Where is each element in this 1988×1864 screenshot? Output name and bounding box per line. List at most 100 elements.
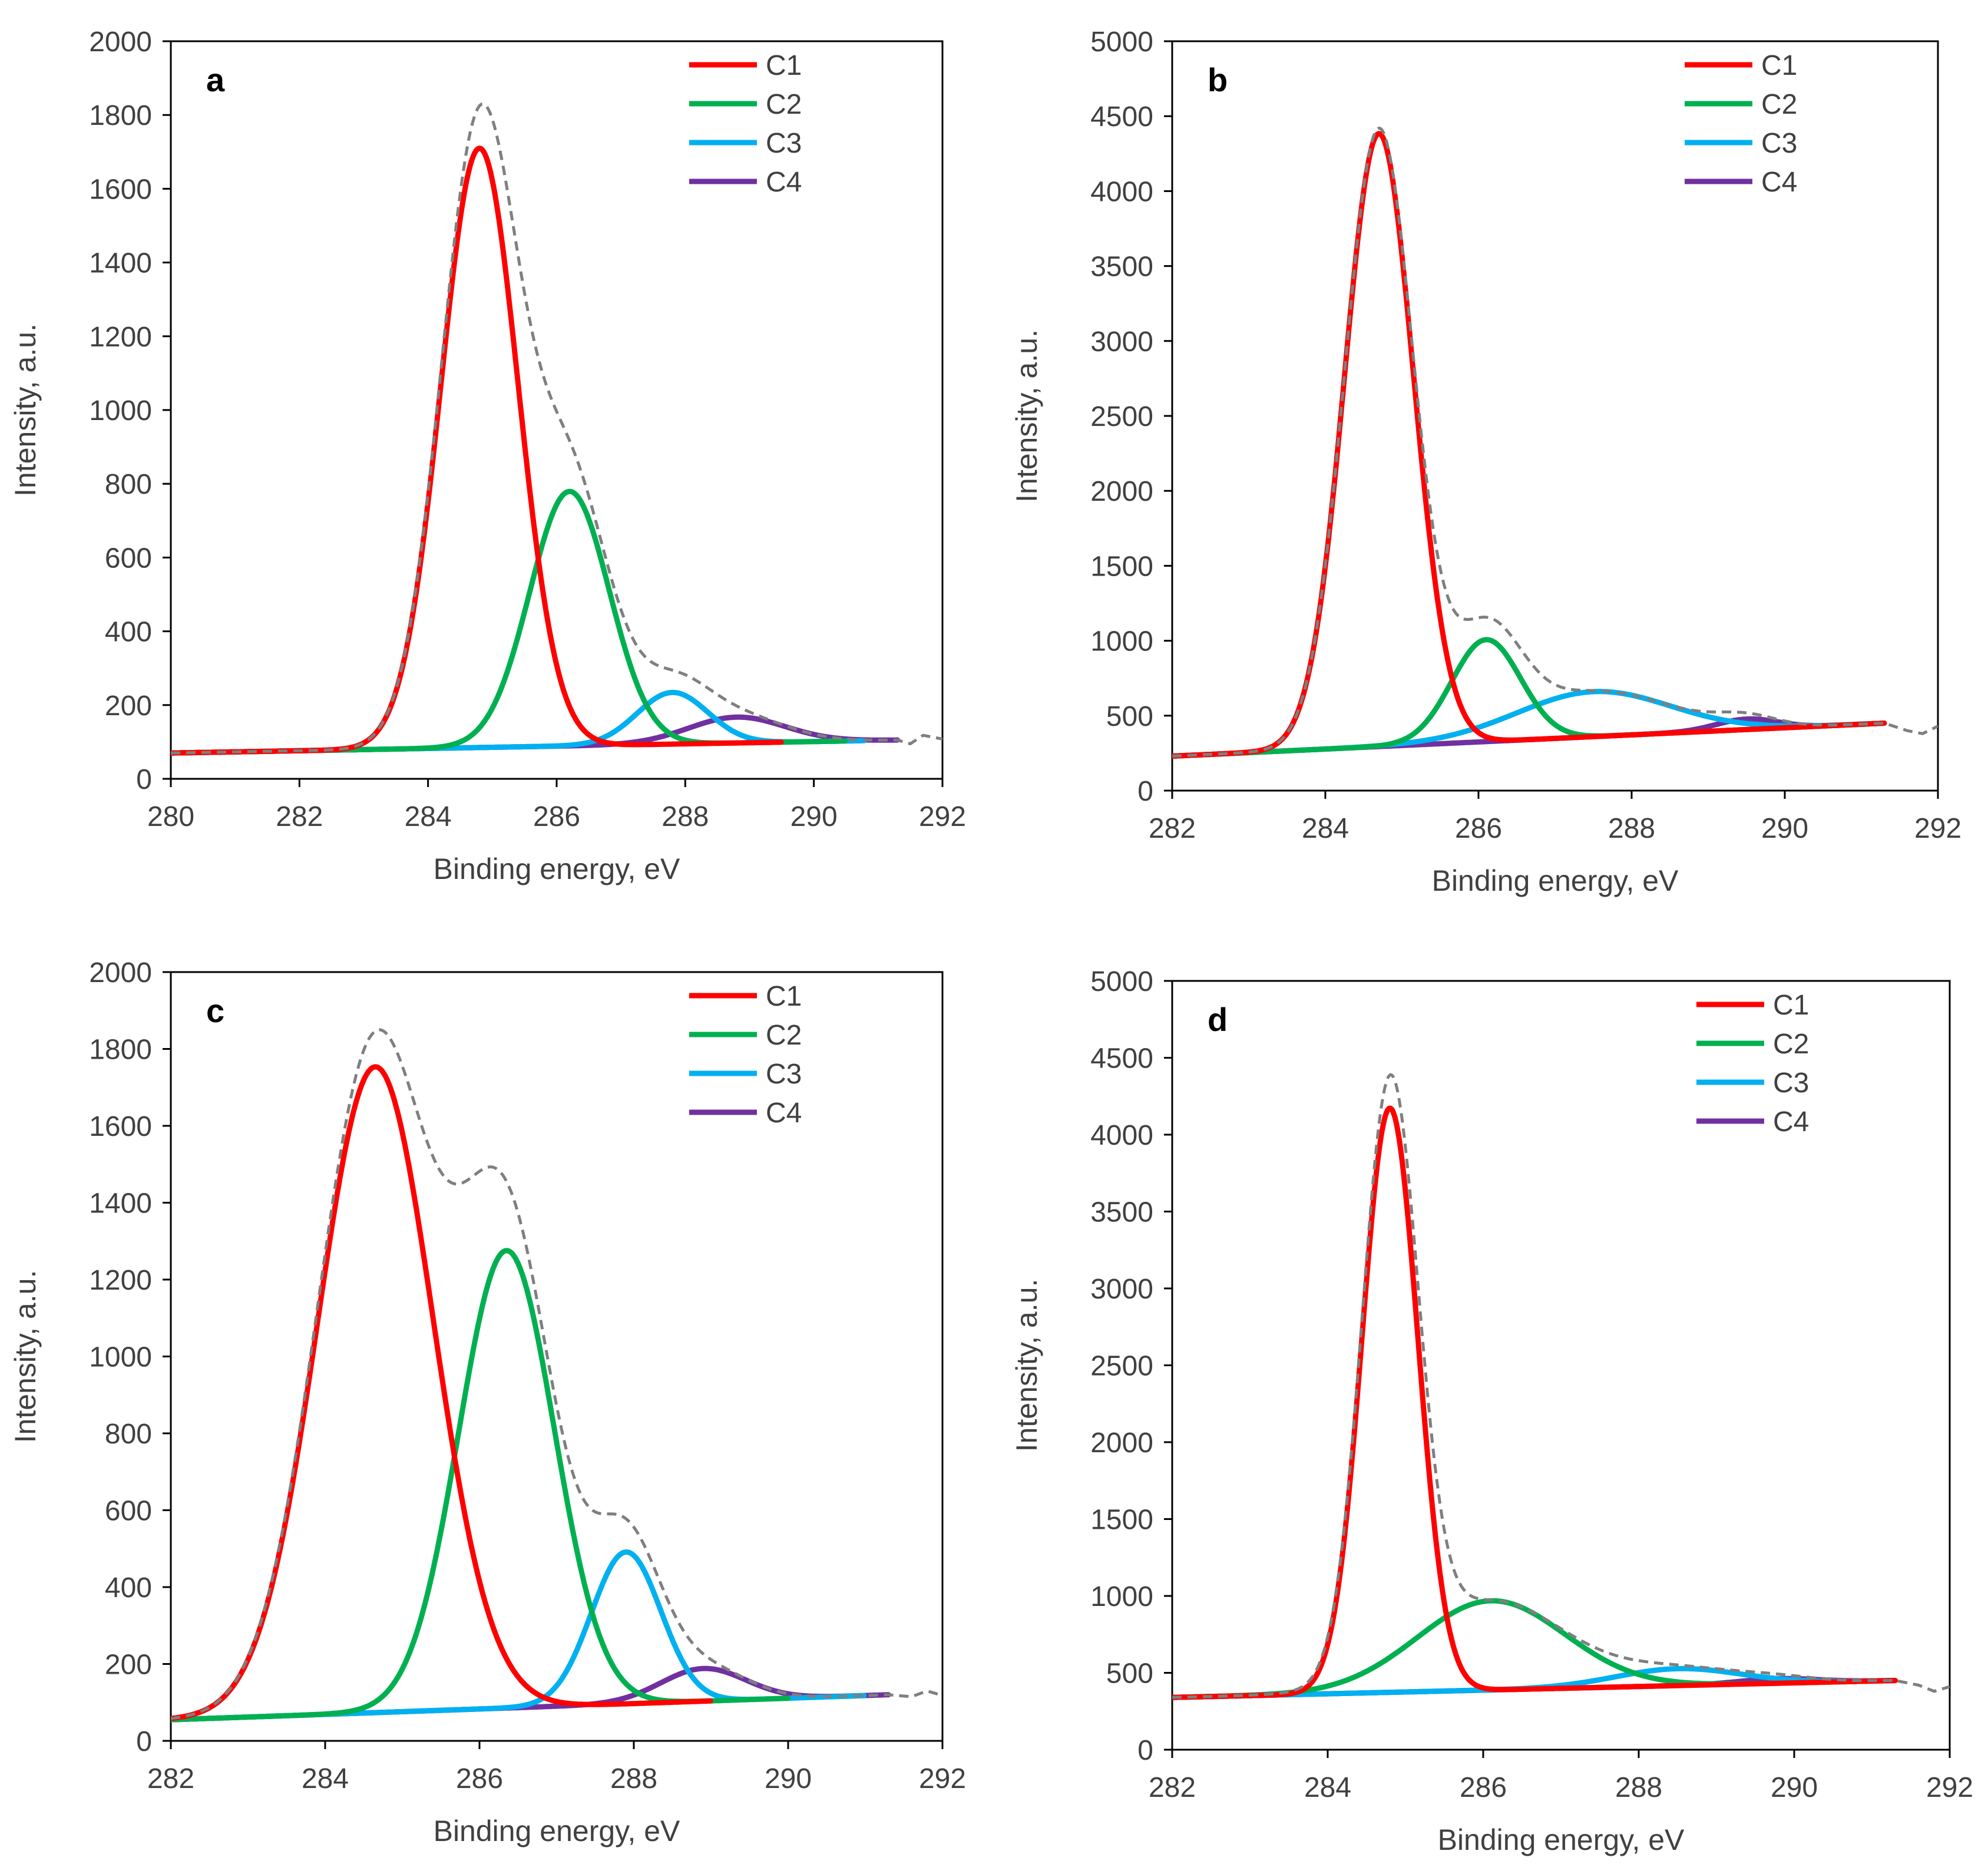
legend-label-C2: C2 xyxy=(766,89,802,120)
legend-label-C4: C4 xyxy=(766,1098,802,1129)
y-tick-label: 1600 xyxy=(89,1111,152,1142)
x-tick-label: 284 xyxy=(1304,1772,1351,1803)
y-tick-label: 600 xyxy=(105,543,152,574)
y-tick-label: 1800 xyxy=(89,1035,152,1066)
series-envelope xyxy=(1172,1073,1950,1699)
x-tick-label: 290 xyxy=(765,1763,812,1794)
y-tick-label: 3000 xyxy=(1090,326,1153,358)
y-tick-label: 0 xyxy=(1137,776,1153,807)
y-tick-label: 1000 xyxy=(89,1342,152,1373)
legend-label-C3: C3 xyxy=(1773,1067,1809,1099)
series-C2 xyxy=(171,1248,791,1723)
series-C1 xyxy=(171,146,784,756)
x-tick-label: 292 xyxy=(1914,813,1961,844)
x-tick-label: 284 xyxy=(302,1763,349,1794)
x-tick-label: 282 xyxy=(1149,1772,1196,1803)
y-tick-label: 1500 xyxy=(1090,551,1153,582)
legend-label-C2: C2 xyxy=(1761,89,1797,120)
x-axis-title: Binding energy, eV xyxy=(434,852,680,885)
y-tick-label: 0 xyxy=(1137,1735,1153,1766)
y-tick-label: 1000 xyxy=(1090,626,1153,657)
y-tick-label: 3500 xyxy=(1090,252,1153,283)
legend-label-C3: C3 xyxy=(766,1059,802,1090)
series-envelope xyxy=(171,1028,942,1720)
panel-letter: b xyxy=(1208,61,1228,98)
legend-label-C1: C1 xyxy=(1761,50,1797,81)
x-tick-label: 286 xyxy=(456,1763,503,1794)
x-tick-label: 288 xyxy=(1615,1772,1662,1803)
series-C2 xyxy=(171,488,848,756)
y-tick-label: 4500 xyxy=(1090,1043,1153,1075)
y-tick-label: 3000 xyxy=(1090,1274,1153,1305)
legend-label-C3: C3 xyxy=(766,128,802,159)
x-axis-title: Binding energy, eV xyxy=(1438,1823,1685,1856)
x-axis-title: Binding energy, eV xyxy=(1432,864,1679,897)
x-tick-label: 288 xyxy=(661,801,709,832)
series-C4 xyxy=(171,1665,891,1723)
y-tick-label: 400 xyxy=(105,617,152,648)
legend-label-C4: C4 xyxy=(1761,167,1797,198)
y-tick-label: 2000 xyxy=(1090,476,1153,507)
y-tick-label: 4000 xyxy=(1090,176,1153,207)
x-tick-label: 290 xyxy=(1771,1772,1818,1803)
y-tick-label: 600 xyxy=(105,1496,152,1527)
panel-letter: c xyxy=(206,992,224,1029)
x-tick-label: 292 xyxy=(919,801,966,832)
x-tick-label: 284 xyxy=(1302,813,1349,844)
panel-letter: d xyxy=(1208,1001,1228,1038)
legend-label-C2: C2 xyxy=(1773,1029,1809,1060)
y-tick-label: 4500 xyxy=(1090,101,1153,133)
series-C3 xyxy=(1172,689,1887,759)
x-tick-label: 280 xyxy=(147,801,194,832)
y-tick-label: 500 xyxy=(1106,1658,1153,1690)
legend-label-C1: C1 xyxy=(766,50,802,81)
y-tick-label: 800 xyxy=(105,469,152,500)
panel-b: 282 284 286 288 290 292 0 500 1000 1500 2000 2500 30… xyxy=(1010,27,1961,897)
x-tick-label: 286 xyxy=(533,801,580,832)
series-C1 xyxy=(1172,131,1887,759)
series-envelope xyxy=(171,102,942,755)
plot-frame xyxy=(1171,40,1939,792)
y-tick-label: 200 xyxy=(105,1650,152,1681)
series-C1 xyxy=(171,1064,713,1721)
y-tick-label: 1000 xyxy=(89,395,152,427)
y-tick-label: 3500 xyxy=(1090,1197,1153,1228)
x-tick-label: 282 xyxy=(147,1763,194,1794)
y-tick-label: 2500 xyxy=(1090,401,1153,432)
y-tick-label: 1400 xyxy=(89,248,152,279)
y-tick-label: 1200 xyxy=(89,1265,152,1296)
legend-label-C4: C4 xyxy=(1773,1106,1809,1138)
x-tick-label: 292 xyxy=(1926,1772,1973,1803)
panel-d: 282 284 286 288 290 292 0 500 1000 1500 2000 2500 30… xyxy=(1010,966,1973,1856)
y-axis-title: Intensity, a.u. xyxy=(9,323,42,497)
y-tick-label: 1800 xyxy=(89,100,152,131)
legend-label-C2: C2 xyxy=(766,1020,802,1051)
plot-frame xyxy=(170,971,944,1742)
y-tick-label: 400 xyxy=(105,1572,152,1604)
y-axis-title: Intensity, a.u. xyxy=(1010,1279,1043,1452)
series-C1 xyxy=(1172,1105,1898,1700)
x-tick-label: 284 xyxy=(405,801,452,832)
x-tick-label: 288 xyxy=(1608,813,1655,844)
y-tick-label: 1200 xyxy=(89,322,152,353)
panel-c: 282 284 286 288 290 292 0 200 400 600 800 1000 1200 1… xyxy=(9,957,966,1848)
y-tick-label: 800 xyxy=(105,1419,152,1450)
x-tick-label: 290 xyxy=(1761,813,1808,844)
series-envelope xyxy=(1172,127,1938,758)
y-tick-label: 4000 xyxy=(1090,1120,1153,1151)
x-tick-label: 286 xyxy=(1460,1772,1507,1803)
y-tick-label: 2000 xyxy=(1090,1427,1153,1459)
x-tick-label: 282 xyxy=(1149,813,1196,844)
panel-letter: a xyxy=(206,61,225,98)
legend-label-C3: C3 xyxy=(1761,128,1797,159)
y-tick-label: 1000 xyxy=(1090,1581,1153,1612)
y-tick-label: 1500 xyxy=(1090,1505,1153,1536)
legend-label-C4: C4 xyxy=(766,167,802,198)
curves xyxy=(171,102,942,756)
y-tick-label: 5000 xyxy=(1090,966,1153,997)
y-tick-label: 1600 xyxy=(89,174,152,205)
x-tick-label: 292 xyxy=(919,1763,966,1794)
legend-label-C1: C1 xyxy=(1773,990,1809,1021)
y-tick-label: 1400 xyxy=(89,1188,152,1219)
